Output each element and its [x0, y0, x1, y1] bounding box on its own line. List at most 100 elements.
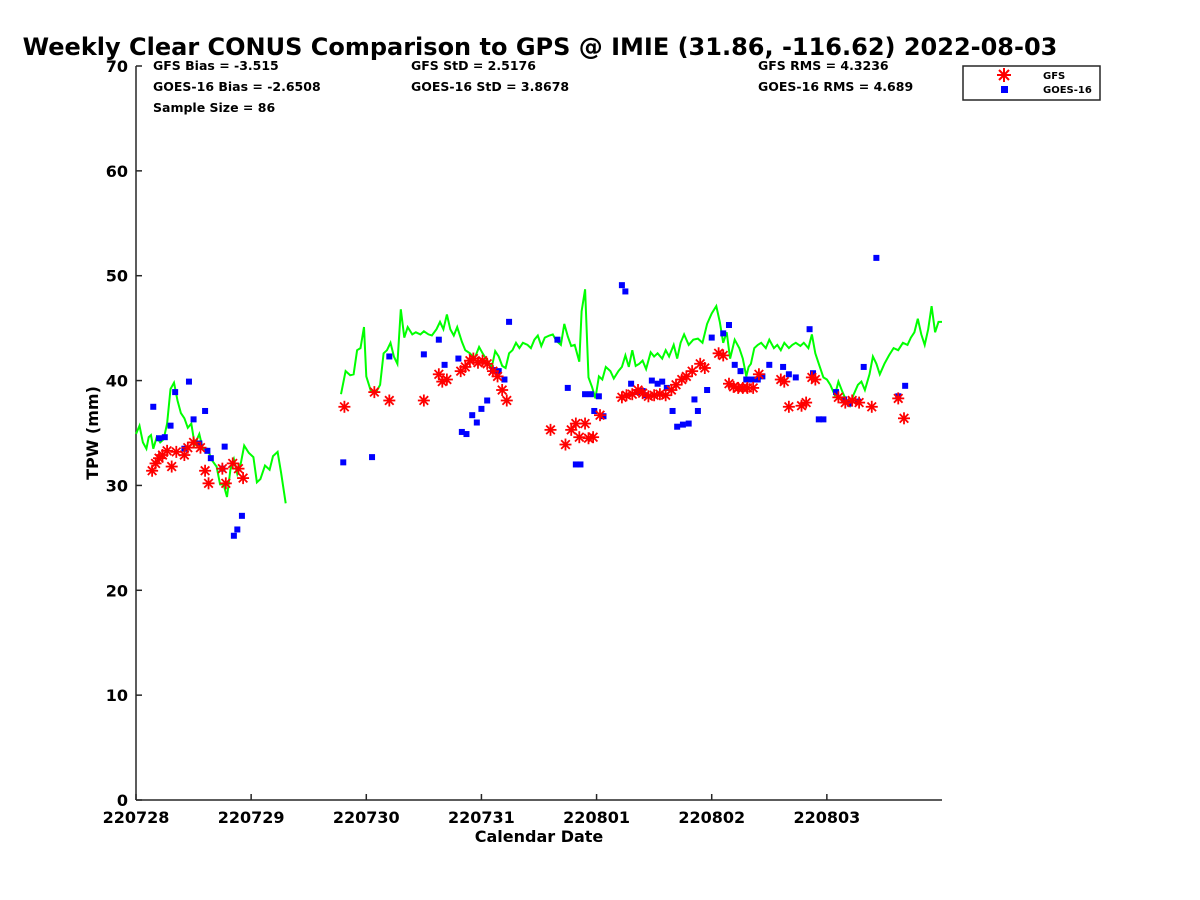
gfs-point [481, 357, 494, 370]
goes-16-point [669, 407, 676, 414]
gfs-point [747, 381, 760, 394]
goes-16-point [582, 391, 589, 398]
goes-16-point [841, 396, 848, 403]
x-axis-label: Calendar Date [475, 827, 604, 846]
stat-gfs-std: GFS StD = 2.5176 [411, 58, 536, 73]
goes-16-point [759, 373, 766, 380]
gfs-point [216, 462, 229, 475]
goes-16-point [501, 376, 508, 383]
goes-16-point [810, 370, 817, 377]
goes-16-point [674, 423, 681, 430]
gfs-point [491, 370, 504, 383]
goes-16-point [792, 374, 799, 381]
goes-16-point [506, 318, 513, 325]
x-tick-label: 220803 [793, 808, 860, 827]
gfs-point [853, 396, 866, 409]
gfs-point [440, 373, 453, 386]
goes-16-point [564, 384, 571, 391]
x-tick-label: 220729 [218, 808, 285, 827]
goes-16-point [806, 326, 813, 333]
gfs-point [809, 373, 822, 386]
goes-16-point [234, 526, 241, 533]
gfs-point [194, 441, 207, 454]
goes-16-point [694, 407, 701, 414]
gfs-point [865, 400, 878, 413]
gfs-point [782, 400, 795, 413]
legend-gfs-label: GFS [1043, 71, 1065, 82]
y-tick-label: 0 [117, 791, 128, 810]
goes-16-point [749, 376, 756, 383]
goes-16-point [873, 254, 880, 261]
x-ticks: 220728 220729 220730 220731 220801 220802 2208… [103, 794, 860, 827]
goes-16-point [478, 405, 485, 412]
goes-16-point [458, 428, 465, 435]
gps-line [340, 289, 942, 408]
goes-16-point [441, 361, 448, 368]
goes-16-point [238, 512, 245, 519]
goes-16-point [725, 321, 732, 328]
legend-box [962, 65, 1101, 101]
goes-16-point [720, 330, 727, 337]
gfs-point [202, 477, 215, 490]
gfs-point [496, 384, 509, 397]
goes-16-point [420, 351, 427, 358]
goes-16-point [221, 443, 228, 450]
goes-16-point [708, 334, 715, 341]
y-tick-label: 70 [106, 57, 128, 76]
goes-16-point [207, 455, 214, 462]
gfs-point [219, 477, 232, 490]
gfs-point [237, 472, 250, 485]
gfs-point [165, 460, 178, 473]
gfs-point [587, 431, 600, 444]
gps-series [135, 289, 942, 504]
goes-16-point [455, 355, 462, 362]
y-tick-label: 50 [106, 267, 128, 286]
x-tick-label: 220801 [563, 808, 630, 827]
goes-16-point [659, 378, 666, 385]
goes-16-point [648, 377, 655, 384]
goes-16-point [618, 282, 625, 289]
goes-16-point [230, 532, 237, 539]
goes-16-point [190, 416, 197, 423]
goes-16-point [484, 397, 491, 404]
goes-16-point [202, 407, 209, 414]
gfs-point [680, 370, 693, 383]
legend-gfs-marker [997, 68, 1011, 82]
goes-16-point [902, 382, 909, 389]
gfs-point [579, 417, 592, 430]
gfs-point [459, 360, 472, 373]
y-tick-label: 30 [106, 476, 128, 495]
goes-16-point [600, 413, 607, 420]
gfs-point [686, 365, 699, 378]
gfs-point [565, 423, 578, 436]
goes-16-point [685, 420, 692, 427]
goes-16-point [820, 416, 827, 423]
y-axis-label: TPW (mm) [83, 386, 102, 480]
gfs-point [199, 464, 212, 477]
gfs-point [892, 392, 905, 405]
x-tick-label: 220731 [448, 808, 515, 827]
gfs-point [383, 394, 396, 407]
gfs-point [338, 400, 351, 413]
chart-axes [135, 66, 942, 801]
goes-16-point [435, 336, 442, 343]
chart-title: Weekly Clear CONUS Comparison to GPS @ I… [23, 33, 1058, 61]
goes-16-point [156, 435, 163, 442]
goes-16-point [833, 389, 840, 396]
gfs-point [778, 375, 791, 388]
gfs-point [544, 423, 557, 436]
stat-sample-size: Sample Size = 86 [153, 100, 275, 115]
goes-16-point [691, 396, 698, 403]
goes-16-point [150, 403, 157, 410]
goes-16-point [172, 389, 179, 396]
goes-16-point [679, 421, 686, 428]
gfs-point [187, 436, 200, 449]
goes-16-point [743, 376, 750, 383]
legend-goes-label: GOES-16 [1043, 85, 1092, 96]
gfs-point [752, 368, 765, 381]
goes-16-point [663, 384, 670, 391]
goes-16-point [196, 440, 203, 447]
gfs-point [582, 432, 595, 445]
goes-16-point [766, 361, 773, 368]
x-tick-label: 220728 [103, 808, 170, 827]
